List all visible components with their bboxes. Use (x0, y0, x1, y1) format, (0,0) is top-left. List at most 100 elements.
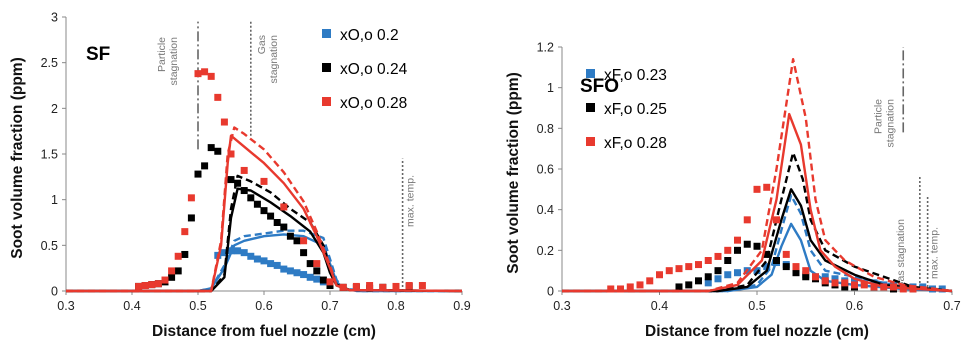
y-tick-label: 0 (547, 285, 554, 299)
data-point (154, 280, 162, 288)
y-tick-label: 0.6 (537, 163, 554, 177)
data-point (418, 282, 426, 290)
legend-label: xF,o 0.25 (604, 101, 667, 118)
annotation-label: Particle (872, 99, 884, 134)
data-point (753, 185, 761, 193)
data-point (773, 216, 780, 224)
data-point (899, 285, 907, 293)
data-point (168, 273, 176, 281)
data-point (782, 250, 790, 258)
data-point (286, 267, 294, 275)
data-point (174, 252, 182, 260)
data-point (207, 72, 215, 80)
data-point (207, 144, 215, 152)
data-point (366, 282, 374, 290)
data-point (273, 219, 281, 226)
annotation-label: Particle (156, 37, 168, 72)
annotation-label: stagnation (884, 99, 896, 148)
y-axis-label: Soot volume fraction (ppm) (505, 72, 522, 274)
data-point (714, 275, 722, 283)
annotation-label: stagnation (168, 37, 180, 86)
data-point (607, 285, 615, 293)
data-point (890, 283, 897, 291)
data-point (194, 70, 202, 78)
legend-label: xO,o 0.24 (340, 61, 408, 78)
data-point (273, 261, 281, 269)
data-point (168, 267, 176, 275)
data-point (626, 283, 634, 291)
y-tick-label: 2 (51, 102, 58, 116)
data-point (161, 276, 169, 284)
data-point (280, 203, 288, 211)
data-point (280, 265, 288, 273)
data-point (753, 267, 761, 275)
data-point (300, 237, 308, 245)
data-point (240, 187, 248, 195)
data-point (841, 283, 849, 291)
data-point (870, 283, 878, 291)
data-point (646, 277, 654, 285)
data-point (260, 177, 268, 185)
data-point (802, 267, 810, 275)
data-point (240, 166, 248, 174)
y-tick-label: 0.8 (537, 122, 554, 136)
chart-title: SF (86, 44, 110, 65)
chart-title: SFO (580, 76, 619, 97)
legend-label: xO,o 0.2 (340, 27, 399, 44)
series-solid-line (562, 112, 953, 293)
data-point (214, 93, 222, 101)
x-tick-label: 0.7 (943, 299, 960, 313)
x-tick-label: 0.6 (255, 299, 272, 313)
annotation-label: Gas stagnation (895, 219, 907, 290)
series-dashed-line (66, 174, 463, 293)
data-point (753, 242, 761, 250)
legend-swatch (322, 29, 331, 38)
data-point (763, 183, 771, 191)
data-point (293, 269, 301, 277)
data-point (326, 282, 334, 290)
data-point (821, 277, 829, 285)
annotation-label: stagnation (268, 35, 280, 84)
data-point (194, 170, 202, 178)
data-point (802, 273, 810, 281)
legend-swatch (586, 103, 595, 112)
data-point (851, 277, 858, 285)
data-point (704, 257, 712, 264)
data-point (240, 249, 248, 257)
data-point (812, 273, 819, 281)
data-point (174, 267, 182, 275)
data-point (234, 247, 242, 255)
data-point (724, 257, 732, 264)
data-point (181, 250, 189, 258)
data-point (841, 279, 849, 287)
x-axis-label: Distance from fuel nozzle (cm) (152, 323, 376, 340)
data-point (326, 278, 334, 286)
data-point (734, 246, 741, 254)
data-point (306, 260, 314, 268)
data-point (201, 68, 209, 76)
x-tick-label: 0.3 (57, 299, 74, 313)
data-point (201, 162, 209, 170)
data-point (860, 281, 868, 289)
x-tick-label: 0.5 (748, 299, 765, 313)
y-tick-label: 3 (51, 11, 58, 25)
data-point (617, 285, 624, 293)
data-point (339, 283, 347, 291)
data-point (734, 236, 741, 244)
data-point (675, 265, 683, 273)
y-tick-label: 0.5 (41, 239, 58, 253)
data-point (743, 240, 751, 248)
x-axis-label: Distance from fuel nozzle (cm) (645, 323, 869, 340)
x-tick-label: 0.5 (189, 299, 206, 313)
data-point (695, 277, 702, 285)
legend-label: xO,o 0.28 (340, 95, 407, 112)
legend-swatch (322, 63, 331, 72)
data-point (267, 260, 275, 268)
data-point (227, 247, 235, 255)
legend-label: xF,o 0.23 (604, 67, 667, 84)
x-tick-label: 0.8 (387, 299, 404, 313)
x-tick-label: 0.7 (321, 299, 338, 313)
